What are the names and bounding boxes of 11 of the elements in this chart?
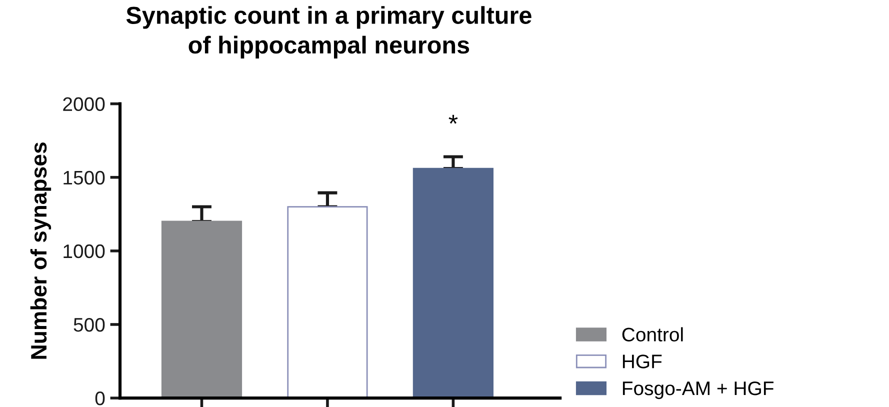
chart-title: Synaptic count in a primary culture of hippocampal neurons xyxy=(126,6,532,58)
y-tick-label: 1500 xyxy=(64,170,105,185)
y-tick-label: 1000 xyxy=(64,244,105,258)
y-axis-title: Number of synapses xyxy=(30,142,52,359)
y-tick-label: 0 xyxy=(95,392,105,406)
annotation: * xyxy=(448,114,458,124)
legend-label: HGF xyxy=(622,354,662,368)
y-tick-label: 500 xyxy=(74,318,105,332)
legend-label: Fosgo-AM + HGF xyxy=(622,381,774,400)
y-tick-label: 2000 xyxy=(63,97,105,112)
legend-label: Control xyxy=(622,327,683,342)
